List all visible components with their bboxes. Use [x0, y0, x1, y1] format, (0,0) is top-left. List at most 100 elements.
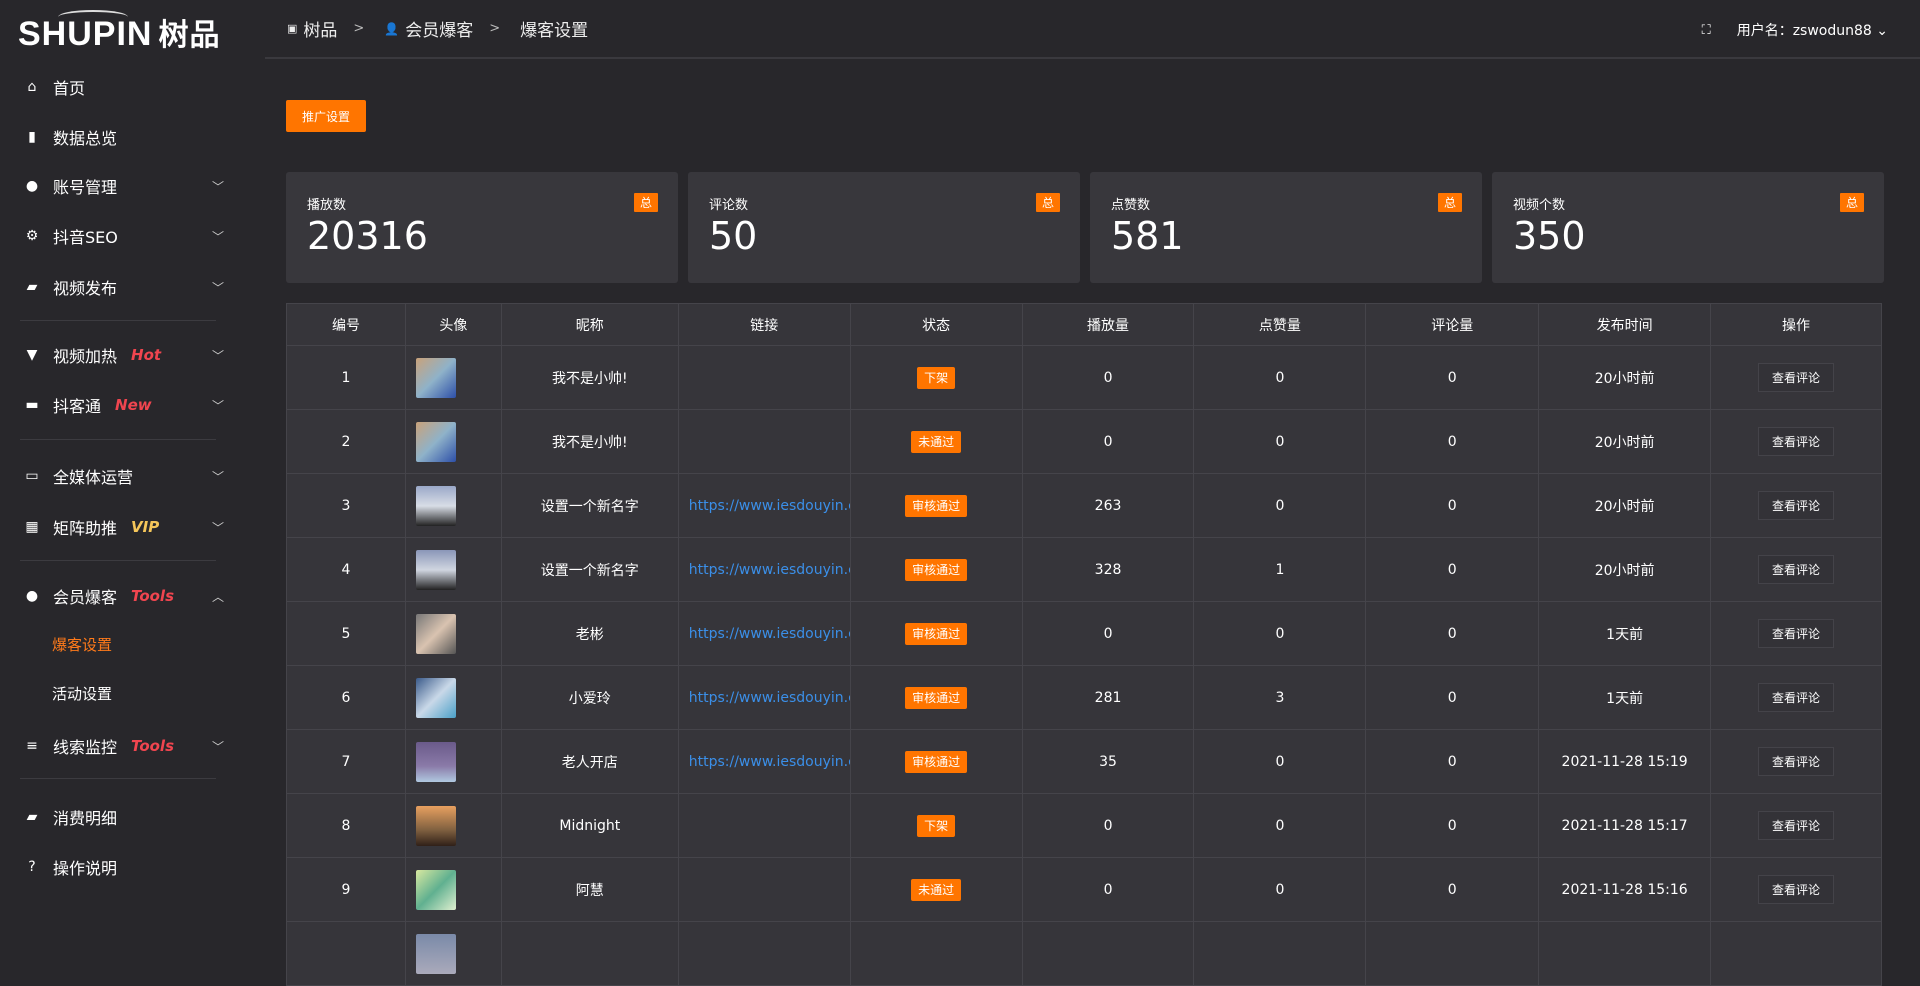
promo-settings-button[interactable]: 推广设置: [286, 100, 366, 132]
user-icon: 👤: [384, 21, 400, 36]
likes: [1193, 921, 1367, 986]
status-badge: 下架: [917, 815, 956, 837]
plays: 0: [1021, 345, 1195, 410]
view-comments-button[interactable]: 查看评论: [1758, 811, 1835, 840]
sidebar-item[interactable]: ▭ 全媒体运营 ﹀: [0, 456, 265, 496]
video-link[interactable]: [677, 857, 851, 922]
table-row: 9 阿慧 未通过 0 0 0 2021-11-28 15:16 查看评论: [286, 857, 1882, 922]
table-row: 6 小爱玲 https://www.iesdouyin.c 审核通过 281 3…: [286, 665, 1882, 730]
grid-icon: ▦: [25, 519, 39, 535]
view-comments-button[interactable]: 查看评论: [1758, 363, 1835, 392]
sidebar-subitem[interactable]: 爆客设置: [52, 636, 113, 654]
nickname: 阿慧: [500, 857, 679, 922]
user-menu[interactable]: 用户名：zswodun88 ⌄: [1736, 23, 1888, 39]
sidebar-item[interactable]: ? 操作说明: [0, 847, 265, 887]
plays: 0: [1021, 857, 1195, 922]
sidebar-item[interactable]: ▬ 抖客通 New ﹀: [0, 385, 265, 425]
video-link[interactable]: https://www.iesdouyin.c: [677, 537, 851, 602]
nickname: 小爱玲: [500, 665, 679, 730]
plays: 35: [1021, 729, 1195, 794]
stat-value: 581: [1111, 214, 1184, 258]
sidebar-item[interactable]: ≡ 线索监控 Tools ﹀: [0, 726, 265, 766]
video-link[interactable]: [677, 345, 851, 410]
row-id: 2: [286, 409, 406, 474]
divider: [20, 778, 216, 779]
likes: 0: [1193, 601, 1367, 666]
sidebar-item[interactable]: ▦ 矩阵助推 VIP ﹀: [0, 507, 265, 547]
likes: 0: [1193, 473, 1367, 538]
sidebar-item-label: 账号管理: [53, 178, 118, 197]
logo: SHUPIN 树品: [18, 10, 220, 54]
row-id: [286, 921, 406, 986]
sidebar-item[interactable]: ● 账号管理 ﹀: [0, 166, 265, 206]
status-badge: 审核通过: [905, 623, 968, 645]
plays: 0: [1021, 601, 1195, 666]
sidebar-item-label: 视频加热: [53, 347, 118, 366]
stat-label: 播放数: [307, 198, 347, 213]
avatar: [415, 805, 456, 846]
column-header: 评论量: [1365, 303, 1540, 346]
breadcrumb-item[interactable]: 树品: [303, 21, 338, 41]
help-icon: ?: [28, 859, 36, 875]
chevron-down-icon: ﹀: [212, 280, 225, 295]
stat-label: 视频个数: [1513, 198, 1566, 213]
sidebar-item[interactable]: ▰ 消费明细: [0, 797, 265, 837]
nickname: 设置一个新名字: [500, 537, 679, 602]
sidebar-item-label: 会员爆客: [53, 588, 118, 607]
sidebar-item[interactable]: ⚙ 抖音SEO ﹀: [0, 216, 265, 256]
video-link[interactable]: [677, 921, 851, 986]
sidebar-subitem[interactable]: 活动设置: [52, 685, 113, 703]
breadcrumb-item[interactable]: 会员爆客: [405, 21, 474, 41]
sidebar-item[interactable]: ▮ 数据总览: [0, 117, 265, 157]
status-badge: 未通过: [911, 879, 962, 901]
chevron-down-icon: ﹀: [212, 520, 225, 535]
row-id: 6: [286, 665, 406, 730]
likes: 0: [1193, 857, 1367, 922]
row-id: 4: [286, 537, 406, 602]
sliders-icon: ≡: [26, 738, 38, 754]
sidebar-item-label: 抖音SEO: [53, 228, 118, 247]
gear-icon: ⚙: [25, 228, 39, 244]
breadcrumb-current: 爆客设置: [520, 21, 589, 41]
video-link[interactable]: https://www.iesdouyin.c: [677, 473, 851, 538]
plays: 263: [1021, 473, 1195, 538]
publish-time: 2021-11-28 15:16: [1538, 857, 1712, 922]
signboard-icon: ▼: [26, 347, 38, 363]
video-link[interactable]: https://www.iesdouyin.c: [677, 601, 851, 666]
status-badge: 审核通过: [905, 559, 968, 581]
chevron-down-icon: ⌄: [1876, 23, 1888, 39]
sidebar-item[interactable]: ▼ 视频加热 Hot ﹀: [0, 335, 265, 375]
video-link[interactable]: https://www.iesdouyin.c: [677, 729, 851, 794]
stat-value: 50: [709, 214, 758, 258]
view-comments-button[interactable]: 查看评论: [1758, 619, 1835, 648]
comments: 0: [1365, 409, 1540, 474]
view-comments-button[interactable]: 查看评论: [1758, 747, 1835, 776]
view-comments-button[interactable]: 查看评论: [1758, 491, 1835, 520]
likes: 3: [1193, 665, 1367, 730]
sidebar-item[interactable]: ● 会员爆客 Tools ︿: [0, 576, 265, 616]
likes: 0: [1193, 409, 1367, 474]
sidebar-item[interactable]: ▰ 视频发布 ﹀: [0, 267, 265, 307]
column-header: 点赞量: [1193, 303, 1367, 346]
table-row: 1 我不是小帅! 下架 0 0 0 20小时前 查看评论: [286, 345, 1882, 410]
sidebar-item-label: 抖客通: [53, 397, 102, 416]
video-link[interactable]: https://www.iesdouyin.c: [677, 665, 851, 730]
chart-icon: ▣: [287, 22, 298, 35]
video-link[interactable]: [677, 793, 851, 858]
avatar: [415, 485, 456, 526]
fullscreen-icon[interactable]: ⛶: [1701, 22, 1711, 38]
view-comments-button[interactable]: 查看评论: [1758, 683, 1835, 712]
view-comments-button[interactable]: 查看评论: [1758, 875, 1835, 904]
video-link[interactable]: [677, 409, 851, 474]
column-header: 链接: [677, 303, 851, 346]
view-comments-button[interactable]: 查看评论: [1758, 555, 1835, 584]
data-table: 编号 头像 昵称 链接 状态 播放量 点赞量 评论量 发布时间 操作 1 我不是小帅! 下架 0 …: [286, 303, 1882, 986]
nickname: 设置一个新名字: [500, 473, 679, 538]
view-comments-button[interactable]: 查看评论: [1758, 427, 1835, 456]
publish-time: [1538, 921, 1712, 986]
sidebar-item[interactable]: ⌂ 首页: [0, 67, 265, 107]
table-row: [286, 921, 1882, 986]
table-row: 7 老人开店 https://www.iesdouyin.c 审核通过 35 0…: [286, 729, 1882, 794]
stat-card: 视频个数 350 总: [1492, 172, 1884, 283]
column-header: 发布时间: [1538, 303, 1712, 346]
